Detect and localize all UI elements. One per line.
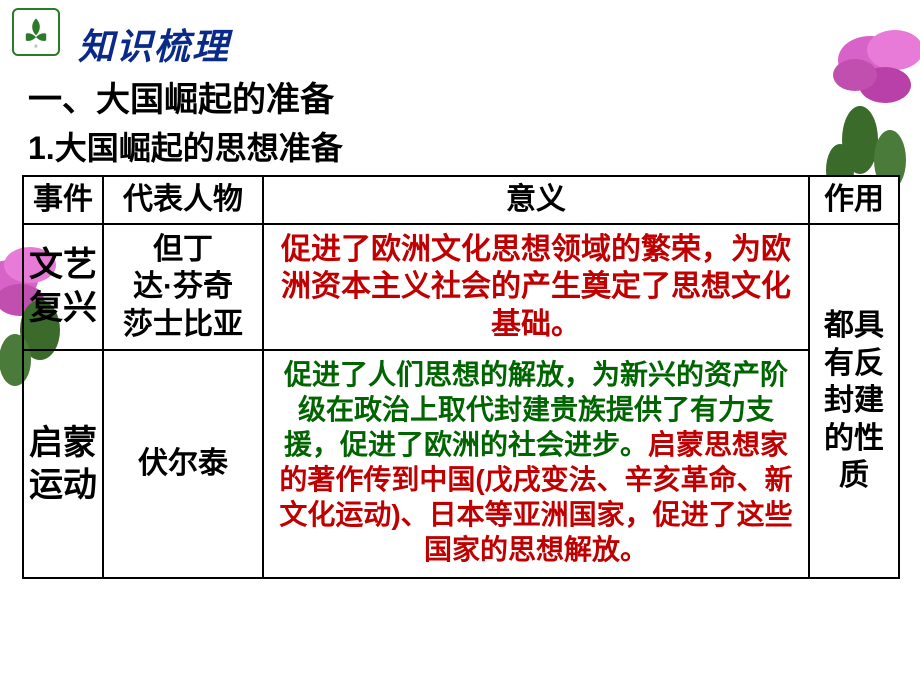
- main-title: 知识梳理: [78, 18, 920, 70]
- svg-text:®: ®: [34, 44, 38, 49]
- table-row: 启蒙运动 伏尔泰 促进了人们思想的解放，为新兴的资产阶级在政治上取代封建贵族提供…: [23, 350, 899, 578]
- cell-people-1: 但丁 达·芬奇 莎士比亚: [103, 224, 263, 351]
- subtitle-2: 1.大国崛起的思想准备: [28, 123, 920, 169]
- logo-icon: ®: [12, 8, 60, 56]
- col-header-people: 代表人物: [103, 176, 263, 224]
- cell-people-2: 伏尔泰: [103, 350, 263, 578]
- slide-content: 知识梳理 一、大国崛起的准备 1.大国崛起的思想准备 事件 代表人物 意义 作用…: [0, 0, 920, 579]
- col-header-meaning: 意义: [263, 176, 809, 224]
- cell-event-2: 启蒙运动: [23, 350, 103, 578]
- col-header-event: 事件: [23, 176, 103, 224]
- cell-meaning-1: 促进了欧洲文化思想领域的繁荣，为欧洲资本主义社会的产生奠定了思想文化基础。: [263, 224, 809, 351]
- col-header-effect: 作用: [809, 176, 899, 224]
- knowledge-table: 事件 代表人物 意义 作用 文艺复兴 但丁 达·芬奇 莎士比亚 促进了欧洲文化思…: [22, 175, 900, 579]
- cell-event-1: 文艺复兴: [23, 224, 103, 351]
- cell-effect-merged: 都具有反封建的性质: [809, 224, 899, 579]
- subtitle-1: 一、大国崛起的准备: [28, 72, 920, 121]
- table-header-row: 事件 代表人物 意义 作用: [23, 176, 899, 224]
- cell-meaning-2: 促进了人们思想的解放，为新兴的资产阶级在政治上取代封建贵族提供了有力支援，促进了…: [263, 350, 809, 578]
- table-row: 文艺复兴 但丁 达·芬奇 莎士比亚 促进了欧洲文化思想领域的繁荣，为欧洲资本主义…: [23, 224, 899, 351]
